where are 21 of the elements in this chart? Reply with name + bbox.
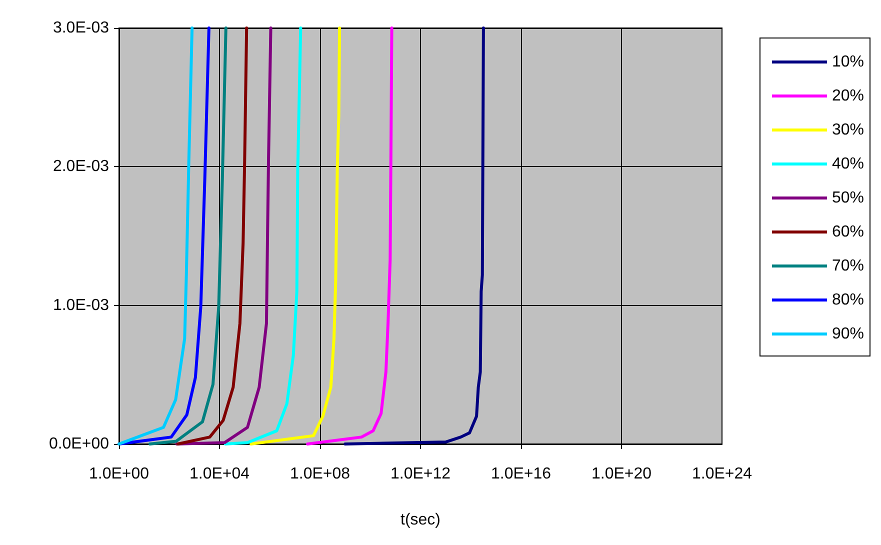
- y-tick-label: 3.0E-03: [52, 20, 110, 36]
- legend-label: 20%: [832, 88, 864, 104]
- x-tick-label: 1.0E+16: [490, 466, 552, 482]
- legend-label: 30%: [832, 122, 864, 138]
- x-tick-label: 1.0E+08: [290, 466, 350, 482]
- x-tick-label: 1.0E+04: [189, 466, 250, 482]
- legend-label: 70%: [832, 258, 864, 274]
- x-axis-title: t(sec): [400, 512, 440, 528]
- legend-label: 50%: [832, 190, 864, 206]
- legend-label: 90%: [832, 326, 864, 342]
- y-tick-label: 2.0E-03: [52, 158, 110, 176]
- x-tick-label: 1.0E+20: [591, 466, 652, 482]
- legend-label: 60%: [832, 224, 864, 240]
- y-tick-label: 1.0E-03: [52, 296, 110, 314]
- legend-label: 10%: [832, 54, 864, 70]
- x-tick-label: 1.0E+00: [88, 466, 150, 482]
- legend-label: 40%: [832, 156, 864, 172]
- x-tick-label: 1.0E+24: [692, 466, 752, 482]
- y-tick-label: 0.0E+00: [48, 436, 110, 452]
- x-tick-label: 1.0E+12: [390, 466, 451, 482]
- legend-label: 80%: [832, 292, 864, 308]
